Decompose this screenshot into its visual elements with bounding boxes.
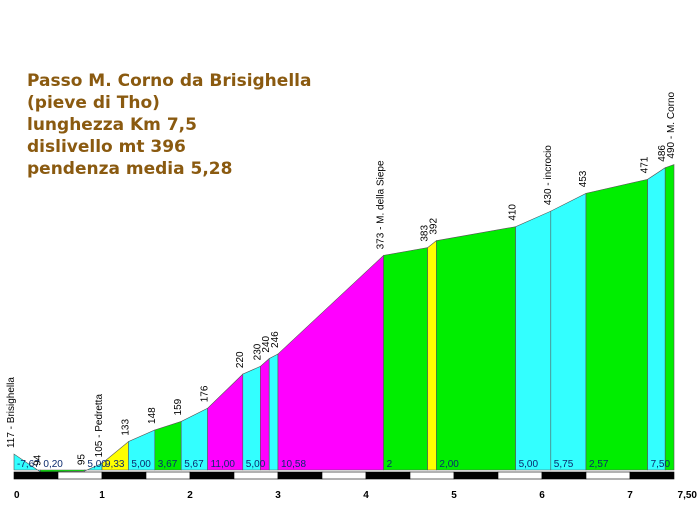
profile-segment: [647, 167, 666, 471]
altitude-label: 105 - Pedretta: [94, 394, 105, 458]
altitude-label: 95: [76, 454, 87, 466]
profile-segment: [436, 226, 516, 471]
profile-segments: [13, 164, 675, 473]
altitude-label: 486: [657, 145, 668, 162]
profile-segment: [664, 164, 675, 471]
profile-segment: [550, 192, 587, 471]
climb-average-grade: pendenza media 5,28: [27, 159, 233, 179]
grade-label: 11,00: [211, 459, 236, 470]
grade-label: 0,20: [43, 459, 63, 470]
profile-segment: [207, 373, 244, 471]
profile-segment: [383, 247, 428, 471]
altitude-label: 453: [578, 170, 589, 187]
grade-label: 10,58: [281, 459, 306, 470]
profile-segment: [515, 210, 552, 471]
altitude-labels: 117 - Brisighella 94 95 105 - Pedretta 133 14…: [6, 91, 677, 465]
km-tick-label: 1: [99, 490, 105, 501]
km-bar-block: [101, 471, 147, 480]
grade-label: 5,00: [87, 459, 107, 470]
grade-label: 5,00: [246, 459, 266, 470]
climb-length: lunghezza Km 7,5: [27, 115, 197, 135]
altitude-label: 133: [120, 419, 131, 436]
km-tick-label: 5: [451, 490, 457, 501]
grade-label: 9,33: [105, 459, 125, 470]
km-bar-block: [277, 471, 323, 480]
grade-label: -7,67: [17, 459, 40, 470]
km-tick-label: 7: [627, 490, 633, 501]
altitude-label: 94: [32, 454, 43, 466]
km-bar-block: [13, 471, 59, 480]
altitude-label: 246: [270, 331, 281, 348]
climb-title: Passo M. Corno da Brisighella: [27, 71, 312, 91]
altitude-label: 373 - M. della Siepe: [376, 160, 387, 249]
altitude-label: 240: [261, 335, 272, 352]
altitude-label: 117 - Brisighella: [6, 377, 17, 448]
km-tick-label: 6: [539, 490, 545, 501]
climb-elevation-gain: dislivello mt 396: [27, 137, 186, 157]
profile-segment: [40, 469, 85, 473]
km-bar-block: [585, 471, 631, 480]
profile-segment: [427, 240, 437, 471]
profile-segment: [277, 254, 384, 471]
km-tick-label: 4: [363, 490, 369, 501]
grade-label: 3,67: [158, 459, 178, 470]
km-tick-label: 2: [187, 490, 193, 501]
altitude-label: 471: [640, 156, 651, 173]
km-bar-block: [629, 471, 675, 480]
grade-label: 5,00: [519, 459, 539, 470]
grade-labels: -7,67 0,20 5,009,33 5,00 3,67 5,67 11,00 5,00 10…: [17, 459, 671, 470]
altitude-label: 148: [147, 407, 158, 424]
profile-segment: [242, 365, 261, 471]
climb-subtitle: (pieve di Tho): [27, 93, 160, 113]
altitude-label: 410: [508, 204, 519, 221]
km-bar-block: [321, 471, 367, 480]
grade-label: 5,67: [184, 459, 204, 470]
profile-segment: [268, 353, 279, 471]
grade-label: 5,00: [131, 459, 151, 470]
km-tick-label: 0: [14, 490, 20, 501]
km-tick-label: 7,50: [678, 490, 698, 501]
km-bar-block: [365, 471, 411, 480]
grade-label: 2,00: [439, 459, 459, 470]
altitude-label: 430 - incrocio: [543, 145, 554, 205]
km-axis: 0 1 2 3 4 5 6 7 7,50: [13, 471, 698, 501]
km-bar-block: [57, 471, 103, 480]
grade-label: 7,50: [651, 459, 671, 470]
km-bar-block: [453, 471, 499, 480]
altitude-label: 230: [252, 343, 263, 360]
profile-segment: [585, 178, 648, 471]
grade-label: 2,57: [589, 459, 609, 470]
climb-info: Passo M. Corno da Brisighella (pieve di …: [27, 70, 311, 180]
altitude-label: 383: [420, 225, 431, 242]
km-bar-block: [145, 471, 191, 480]
profile-segment: [260, 357, 270, 471]
altitude-label: 490 - M. Corno: [666, 91, 677, 158]
altitude-label: 392: [428, 218, 439, 235]
km-bar-block: [233, 471, 279, 480]
grade-label: 5,75: [554, 459, 574, 470]
altitude-label: 159: [173, 398, 184, 415]
km-bar-block: [497, 471, 543, 480]
grade-label: 2: [387, 459, 393, 470]
km-bar-block: [409, 471, 455, 480]
km-tick-label: 3: [275, 490, 281, 501]
altitude-label: 176: [200, 385, 211, 402]
km-bar-block: [189, 471, 235, 480]
km-bar-block: [541, 471, 587, 480]
altitude-label: 220: [235, 351, 246, 368]
